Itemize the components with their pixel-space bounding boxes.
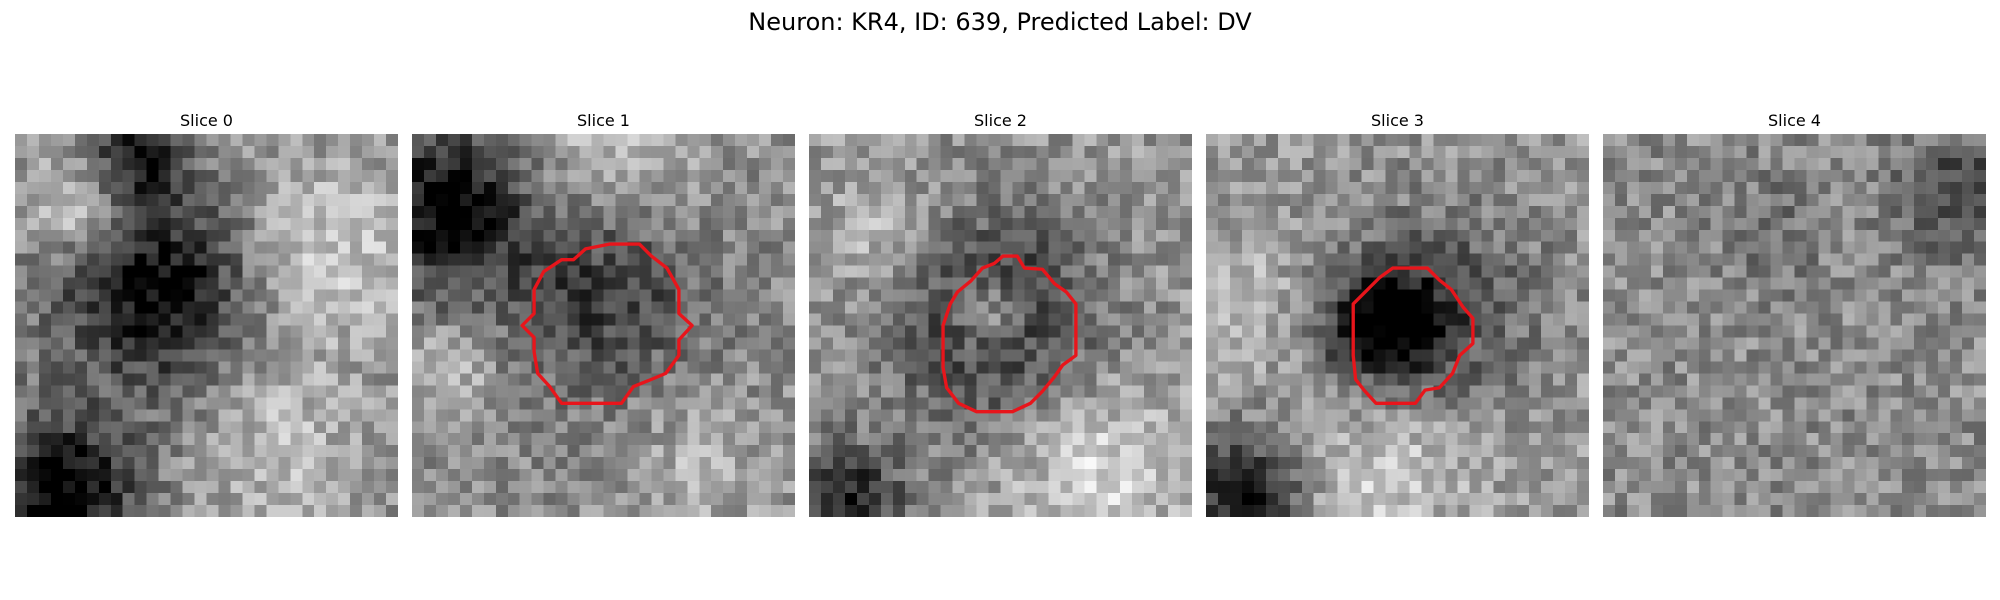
slice-title: Slice 1 [577,111,630,130]
slice-image [15,134,398,517]
slice-panel-2: Slice 2 [809,108,1192,517]
slice-image [1603,134,1986,517]
slice-panel-0: Slice 0 [15,108,398,517]
slice-image [1206,134,1589,517]
slice-panel-4: Slice 4 [1603,108,1986,517]
slice-panel-3: Slice 3 [1206,108,1589,517]
roi-contour [520,242,694,405]
slice-title: Slice 3 [1371,111,1424,130]
slice-panel-1: Slice 1 [412,108,795,517]
roi-contour [1351,266,1475,405]
slice-image [809,134,1192,517]
slice-title: Slice 0 [180,111,233,130]
roi-contour [941,254,1078,414]
slice-title: Slice 4 [1768,111,1821,130]
slice-image [412,134,795,517]
figure-title: Neuron: KR4, ID: 639, Predicted Label: D… [748,8,1252,36]
slice-title: Slice 2 [974,111,1027,130]
